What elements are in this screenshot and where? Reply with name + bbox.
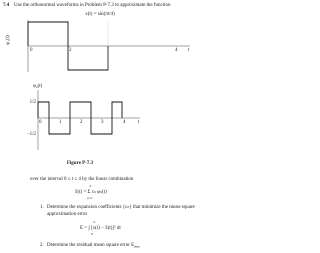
plot-2: φ₄(t) 0 1 2 3 4 t 1/2 −1/2 [27,84,140,150]
problem-text: Use the orthonormal waveforms in Problem… [14,3,171,8]
integral-upper: 4 [93,220,95,224]
x-tick: 4 [123,120,126,125]
problem-number: 7.4 [3,3,10,8]
x-tick: 1 [59,120,62,125]
x-tick: 3 [101,120,104,125]
y-label: φ₁(t) [6,35,11,45]
x-label: t [138,120,140,125]
combination: x̂(t) = Σ cₙ φₙ(t) [75,190,107,195]
page: 7.4 Use the orthonormal waveforms in Pro… [3,3,196,248]
y-tick: −1/2 [27,132,37,137]
x-tick: 0 [30,48,33,53]
y-tick: 1/2 [30,100,37,105]
x-tick: 4 [175,48,178,53]
sum-lower: n=1 [87,196,93,200]
sum-upper: 4 [89,184,91,188]
item-text: approximation error [47,212,87,217]
x-tick: 0 [39,120,42,125]
item-number: 1. [40,205,44,210]
subscript: min [134,244,140,248]
interval-text: over the interval 0 ≤ t ≤ 4 by the linea… [30,177,134,182]
item-text: Determine the expansion coefficients {cₙ… [47,205,196,210]
figure-caption: Figure P-7.3 [67,161,94,166]
error-equation: E = ∫ [x(t) − x̂(t)]² dt [80,225,121,231]
x-label: t [188,48,190,53]
y-label: φ₄(t) [33,84,43,89]
function: x(t) = sin(πt/4) [85,12,115,17]
x-tick: 2 [69,48,72,53]
x-tick: 2 [80,120,83,125]
item-text: Determine the residual mean square error… [47,243,140,248]
integral-lower: 0 [91,232,93,236]
item-text-main: Determine the residual mean square error… [47,243,134,248]
waveform [37,101,123,135]
plot-1: φ₁(t) 0 2 4 t [6,20,190,72]
item-number: 2. [40,243,44,248]
